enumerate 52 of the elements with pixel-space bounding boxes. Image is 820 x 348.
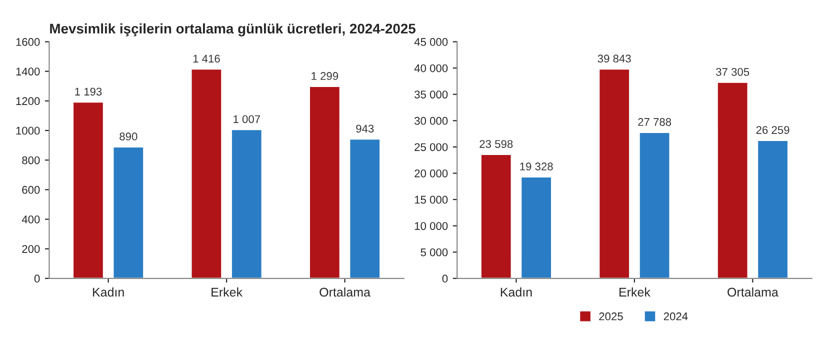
data-label: 1 299 xyxy=(312,72,338,80)
data-label: 1 007 xyxy=(234,115,260,124)
y-tick-label: 45 000 xyxy=(414,38,448,46)
x-tick-label: Erkek xyxy=(620,287,650,297)
bar xyxy=(520,176,552,278)
y-tick-label: 35 000 xyxy=(414,90,448,98)
bar xyxy=(598,68,630,278)
data-label: 890 xyxy=(120,132,138,140)
y-tick-label: 1200 xyxy=(16,97,40,106)
chart-title: Mevsimlik işçilerin ortalama günlük ücretleri, 2024-2025 xyxy=(50,23,416,36)
data-label: 27 788 xyxy=(638,118,672,126)
x-tick-label: Kadın xyxy=(500,287,532,297)
y-tick-label: 5 000 xyxy=(420,248,448,256)
y-tick-label: 40 000 xyxy=(414,64,448,72)
y-tick-label: 10 000 xyxy=(414,222,448,230)
y-tick-label: 600 xyxy=(22,186,40,194)
data-label: 39 843 xyxy=(598,54,631,63)
y-tick-label: 25 000 xyxy=(414,143,448,152)
y-tick-label: 1000 xyxy=(16,126,40,135)
data-label: 1 416 xyxy=(193,54,220,63)
legend-label: 2025 xyxy=(599,312,623,320)
bar xyxy=(480,154,512,278)
data-label: 37 305 xyxy=(716,68,750,76)
x-tick-label: Erkek xyxy=(212,287,243,297)
data-label: 1 193 xyxy=(75,88,102,96)
bar xyxy=(230,128,263,278)
bar xyxy=(190,68,223,278)
data-label: 943 xyxy=(356,124,374,133)
bar xyxy=(72,101,104,278)
x-tick-label: Kadın xyxy=(93,287,124,297)
y-tick-label: 15 000 xyxy=(414,196,448,204)
y-tick-label: 30 000 xyxy=(414,116,448,125)
y-tick-label: 400 xyxy=(22,216,40,224)
data-label: 26 259 xyxy=(756,126,790,134)
bar xyxy=(756,140,789,278)
legend-label: 2024 xyxy=(664,312,688,320)
x-tick-label: Ortalama xyxy=(728,287,778,297)
x-tick-label: Ortalama xyxy=(320,287,370,297)
y-tick-label: 800 xyxy=(22,156,40,164)
y-tick-label: 200 xyxy=(22,245,40,253)
y-tick-label: 0 xyxy=(34,274,40,283)
y-tick-label: 20 000 xyxy=(414,169,448,178)
y-tick-label: 0 xyxy=(442,274,448,283)
bar xyxy=(716,82,749,278)
data-label: 19 328 xyxy=(520,162,553,170)
bar xyxy=(348,138,381,278)
y-tick-label: 1400 xyxy=(16,68,40,76)
y-tick-label: 1600 xyxy=(16,38,40,46)
bar xyxy=(112,146,144,278)
bar xyxy=(638,132,671,278)
data-label: 23 598 xyxy=(480,140,513,148)
bar xyxy=(308,86,341,278)
